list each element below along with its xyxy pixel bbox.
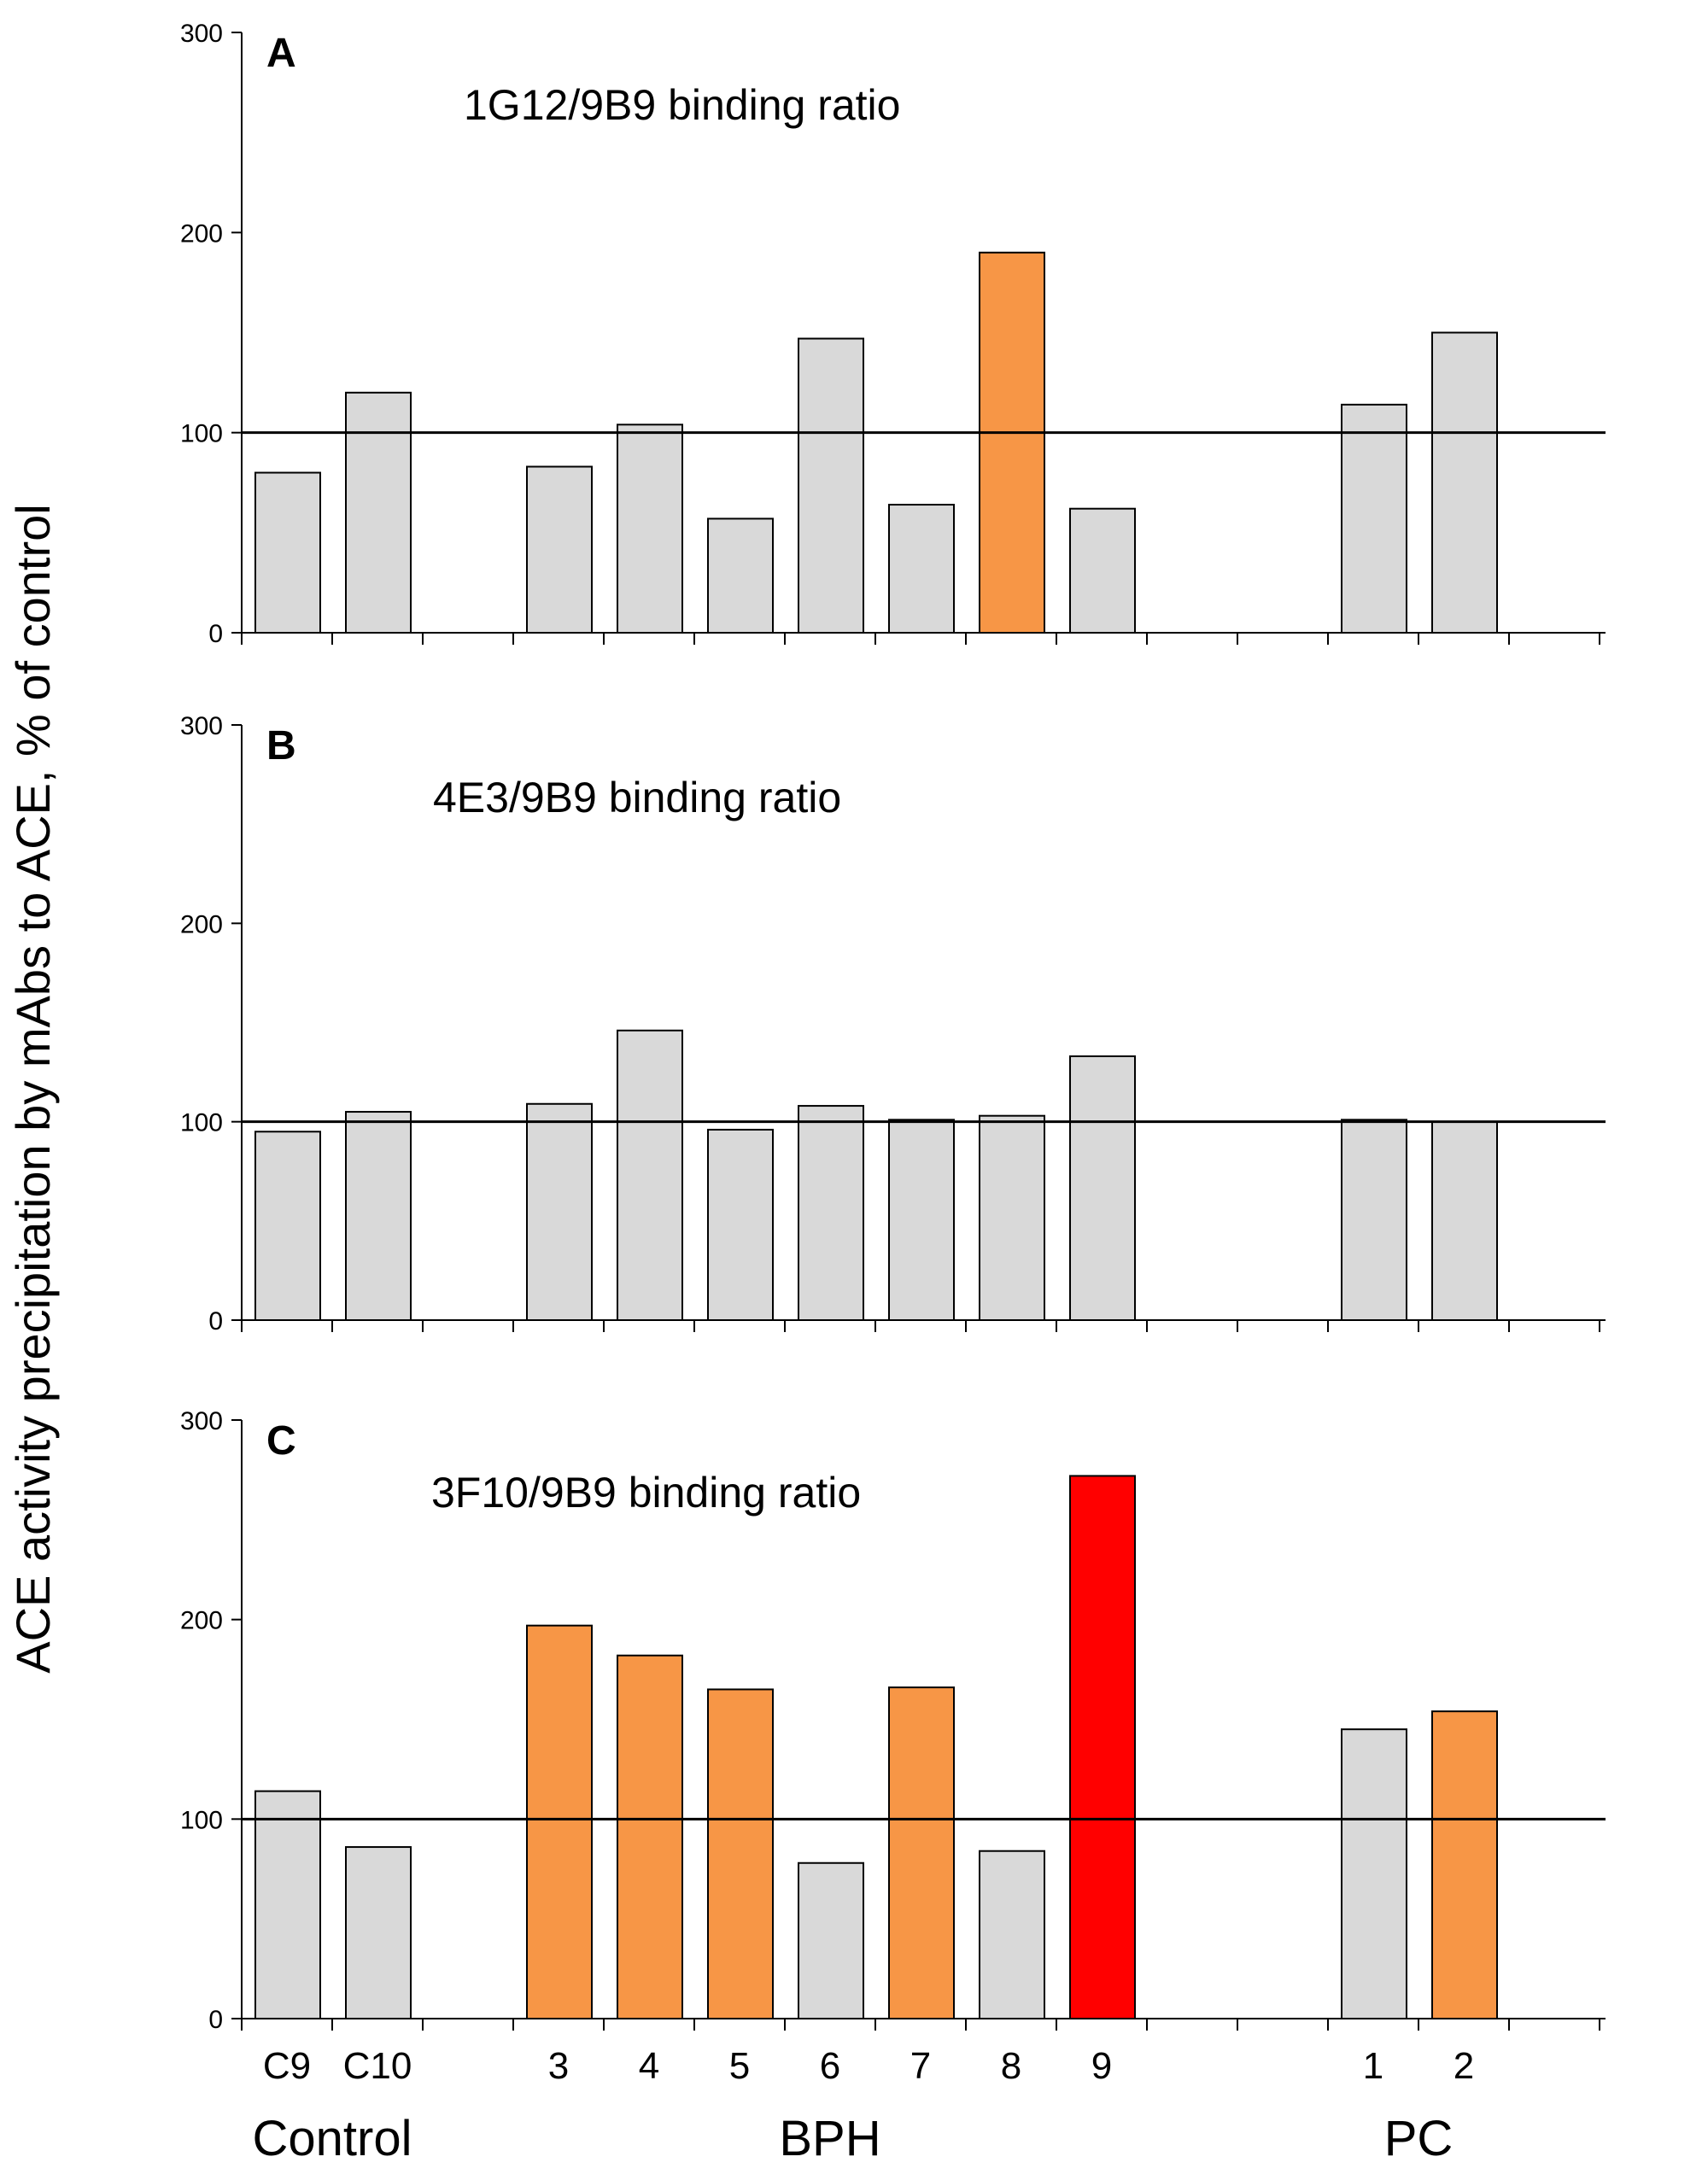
group-label-bph: BPH xyxy=(779,2111,880,2166)
panel-b: 0 100 200 300 B 4E3/9B9 binding ratio xyxy=(180,712,1606,1335)
x-tick-label: 9 xyxy=(1091,2045,1112,2087)
x-tick-label: 3 xyxy=(548,2045,569,2087)
bar-4 xyxy=(617,424,683,634)
bar-2 xyxy=(1431,331,1498,634)
y-tick-label: 300 xyxy=(180,1407,223,1435)
panel-letter: B xyxy=(266,723,296,769)
x-tick-label: 6 xyxy=(820,2045,840,2087)
bar-1 xyxy=(1341,403,1407,634)
bar-6 xyxy=(798,337,864,634)
bar-3 xyxy=(526,1102,593,1322)
panel-title: 3F10/9B9 binding ratio xyxy=(431,1469,861,1517)
bar-3 xyxy=(526,1624,593,2019)
bar-c10 xyxy=(345,1111,412,1322)
y-tick-label: 200 xyxy=(180,219,223,248)
x-tick-label: 8 xyxy=(1001,2045,1021,2087)
bar-7 xyxy=(888,1686,955,2019)
bar-c9 xyxy=(254,1790,321,2020)
y-tick-label: 0 xyxy=(208,620,223,648)
group-label-pc: PC xyxy=(1384,2111,1454,2166)
bar-9 xyxy=(1069,1475,1136,2019)
bar-2 xyxy=(1431,1710,1498,2019)
x-tick-label: 4 xyxy=(639,2045,659,2087)
bar-c10 xyxy=(345,1846,412,2019)
y-tick-label: 200 xyxy=(180,1607,223,1635)
panel-letter: A xyxy=(266,31,296,76)
x-tick-label: 2 xyxy=(1454,2045,1474,2087)
y-tick-label: 0 xyxy=(208,1307,223,1335)
bar-8 xyxy=(979,1114,1045,1321)
bar-8 xyxy=(979,1850,1045,2019)
panel-letter: C xyxy=(266,1418,296,1464)
y-tick-label: 300 xyxy=(180,20,223,48)
panel-title: 1G12/9B9 binding ratio xyxy=(464,81,900,129)
x-tick-label: C9 xyxy=(263,2045,311,2087)
y-tick-label: 100 xyxy=(180,1806,223,1834)
bar-5 xyxy=(707,1688,774,2019)
bar-c9 xyxy=(254,1131,321,1321)
y-tick-label: 200 xyxy=(180,910,223,938)
bar-9 xyxy=(1069,507,1136,634)
y-tick-label: 300 xyxy=(180,712,223,740)
bar-7 xyxy=(888,504,955,634)
y-tick-label: 100 xyxy=(180,1109,223,1137)
x-tick-label: 5 xyxy=(729,2045,750,2087)
bar-3 xyxy=(526,465,593,634)
bar-9 xyxy=(1069,1055,1136,1322)
bar-7 xyxy=(888,1119,955,1322)
bar-1 xyxy=(1341,1728,1407,2020)
y-tick-label: 100 xyxy=(180,420,223,448)
bar-c9 xyxy=(254,471,321,634)
panel-a: 0 100 200 300 A 1G12/9B9 binding ratio xyxy=(180,20,1606,648)
group-label-control: Control xyxy=(253,2111,412,2166)
x-tick-label: 7 xyxy=(910,2045,931,2087)
bar-5 xyxy=(707,517,774,634)
bar-c10 xyxy=(345,391,412,634)
bar-4 xyxy=(617,1029,683,1321)
bar-1 xyxy=(1341,1119,1407,1322)
panel-c: 0 100 200 300 C 3F10/9B9 binding ratio xyxy=(180,1407,1606,2034)
x-tick-label: 1 xyxy=(1363,2045,1383,2087)
bar-5 xyxy=(707,1128,774,1321)
bar-6 xyxy=(798,1105,864,1321)
bar-2 xyxy=(1431,1120,1498,1321)
bar-6 xyxy=(798,1861,864,2019)
panel-title: 4E3/9B9 binding ratio xyxy=(433,774,841,821)
y-tick-label: 0 xyxy=(208,2006,223,2034)
x-tick-label: C10 xyxy=(343,2045,412,2087)
bar-4 xyxy=(617,1654,683,2020)
y-axis-label: ACE activity precipitation by mAbs to AC… xyxy=(6,504,60,1673)
bar-8 xyxy=(979,251,1045,634)
